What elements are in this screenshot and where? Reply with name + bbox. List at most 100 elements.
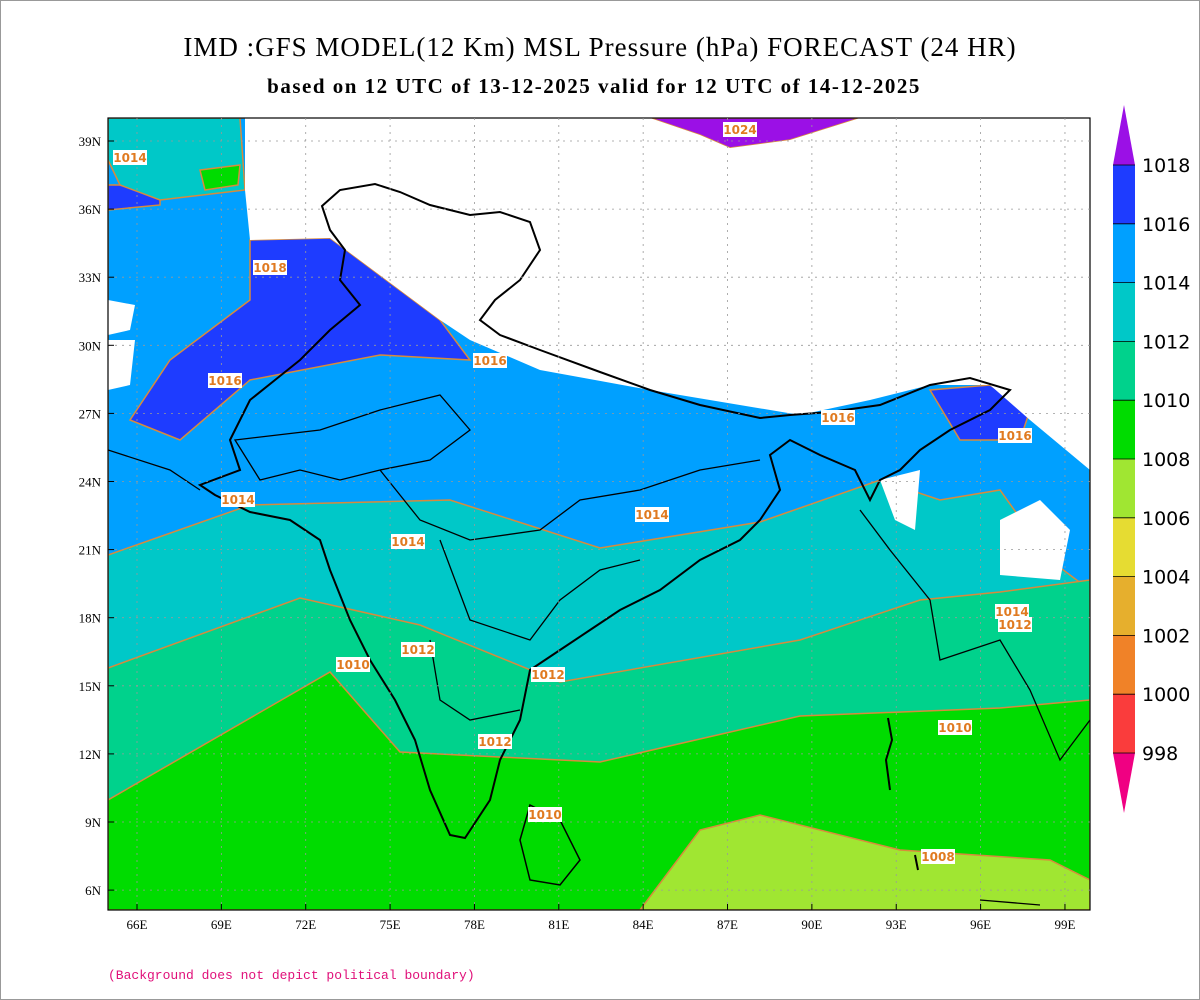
colorbar-box (1113, 223, 1135, 283)
lon-label: 66E (127, 917, 148, 932)
colorbar-label: 1010 (1142, 390, 1190, 412)
contour-label-bg (221, 492, 255, 507)
colorbar-box (1113, 635, 1135, 695)
contour-label-bg (938, 720, 972, 735)
lon-label: 78E (464, 917, 485, 932)
colorbar-label: 998 (1142, 743, 1178, 765)
pressure-band (199, 164, 241, 191)
colorbar-box (1113, 341, 1135, 401)
contour-label-bg (401, 642, 435, 657)
contour-label: 1014 (995, 605, 1028, 619)
lon-label: 93E (886, 917, 907, 932)
colorbar-label: 1018 (1142, 155, 1190, 177)
subtitle: based on 12 UTC of 13-12-2025 valid for … (267, 74, 921, 98)
contour-label: 1012 (998, 618, 1031, 632)
contour-label: 1018 (253, 261, 286, 275)
state-boundaries (233, 394, 761, 721)
contour-label: 1016 (473, 354, 506, 368)
contour-label-bg (921, 849, 955, 864)
colorbar-box (1113, 576, 1135, 636)
colorbar-box (1113, 459, 1135, 518)
contour-label: 1010 (938, 721, 971, 735)
colorbar-triangle-bottom (1113, 753, 1135, 813)
island-chain (884, 717, 919, 871)
contour-label: 1014 (113, 151, 146, 165)
contour-label-bg (998, 617, 1032, 632)
lat-label: 39N (79, 134, 102, 149)
contour-label: 1012 (478, 735, 511, 749)
lat-label: 6N (85, 883, 102, 898)
overlay (108, 182, 1090, 906)
colorbar-label: 1012 (1142, 331, 1190, 353)
colorbar-box (1113, 694, 1135, 753)
lat-label: 33N (79, 270, 102, 285)
lat-label: 21N (79, 543, 102, 558)
contour-label: 1012 (531, 668, 564, 682)
lat-label: 9N (85, 815, 102, 830)
contour-label-bg (821, 410, 855, 425)
contour-label: 1008 (921, 850, 954, 864)
no-data-region (245, 118, 1090, 470)
colorbar-box (1113, 517, 1135, 577)
contour-label: 1016 (821, 411, 854, 425)
coast-lines (108, 449, 1090, 906)
lon-label: 96E (970, 917, 991, 932)
colorbar-label: 1016 (1142, 214, 1190, 236)
contour-label-bg (723, 122, 757, 137)
contour-label-bg (391, 534, 425, 549)
title: IMD :GFS MODEL(12 Km) MSL Pressure (hPa)… (183, 32, 1016, 62)
contour-label-bg (208, 373, 242, 388)
contour-label-bg (635, 507, 669, 522)
contour-label-bg (478, 734, 512, 749)
grid (108, 118, 1090, 910)
lat-label: 24N (79, 475, 102, 490)
colorbar-box (1113, 282, 1135, 342)
pressure-band (639, 814, 1090, 910)
contour-label-bg (113, 150, 147, 165)
lon-label: 99E (1054, 917, 1075, 932)
colorbar-label: 1006 (1142, 508, 1190, 530)
lat-label: 36N (79, 202, 102, 217)
contour-label-bg (473, 353, 507, 368)
contour-label: 1024 (723, 123, 756, 137)
lon-label: 84E (633, 917, 654, 932)
colorbar-label: 1014 (1142, 273, 1190, 295)
lat-label: 15N (79, 679, 102, 694)
lat-label: 12N (79, 747, 102, 762)
contour-label-bg (531, 667, 565, 682)
contour-label: 1016 (208, 374, 241, 388)
contour-label: 1010 (336, 658, 369, 672)
contour-label: 1016 (998, 429, 1031, 443)
lon-label: 72E (295, 917, 316, 932)
colorbar-label: 1000 (1142, 684, 1190, 706)
colorbar-triangle-top (1113, 105, 1135, 165)
contour-label: 1014 (221, 493, 254, 507)
footnote: (Background does not depict political bo… (108, 968, 475, 983)
contour-label-bg (336, 657, 370, 672)
colorbar-label: 1002 (1142, 625, 1190, 647)
contour-label: 1014 (635, 508, 668, 522)
lon-label: 90E (801, 917, 822, 932)
colorbar-box (1113, 400, 1135, 459)
map-border (107, 117, 1091, 911)
contour-label: 1012 (401, 643, 434, 657)
colorbar-label: 1004 (1142, 567, 1190, 589)
contour-label: 1010 (528, 808, 561, 822)
lon-label: 75E (380, 917, 401, 932)
colorbar: 1018 1016 1014 1012 1010 1008 1006 1004 1002 1000… (1113, 105, 1190, 813)
lon-label: 87E (717, 917, 738, 932)
pressure-band (928, 384, 1031, 441)
colorbar-box (1113, 165, 1135, 224)
lon-label: 69E (211, 917, 232, 932)
contour-labels: 1014101810161016101410141014101210121012… (113, 122, 1032, 864)
lat-label: 30N (79, 338, 102, 353)
contour-label-bg (528, 807, 562, 822)
map (108, 118, 1090, 910)
lat-label: 18N (79, 611, 102, 626)
contour-label-bg (995, 604, 1029, 619)
contour-label-bg (998, 428, 1032, 443)
country-outline (197, 182, 1012, 840)
colorbar-label: 1008 (1142, 449, 1190, 471)
lon-label: 81E (548, 917, 569, 932)
